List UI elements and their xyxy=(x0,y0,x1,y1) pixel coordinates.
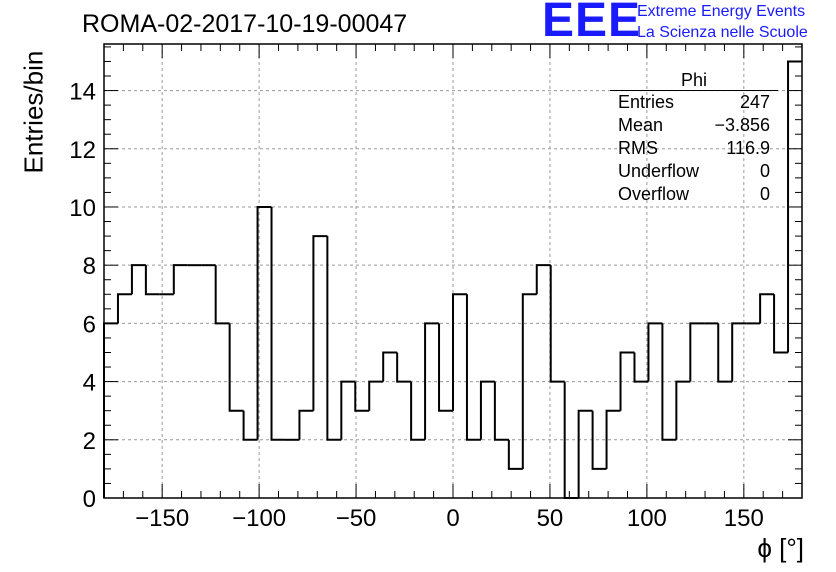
stats-row-mean: Mean −3.856 xyxy=(610,114,778,137)
histogram-bin xyxy=(731,322,747,382)
logo-line-2: La Scienza nelle Scuole xyxy=(637,24,808,41)
histogram-bin xyxy=(521,293,537,469)
chart-title: ROMA-02-2017-10-19-00047 xyxy=(82,10,408,38)
stats-label: Underflow xyxy=(618,161,700,181)
histogram-bin xyxy=(424,322,440,440)
histogram-bin xyxy=(493,381,509,441)
axis-layer: −150 −100 −50 0 50 100 150 0 2 4 6 8 10 12 14 xyxy=(69,43,803,532)
histogram-bin xyxy=(326,236,342,441)
stats-row-entries: Entries 247 xyxy=(610,91,778,114)
histogram-bin xyxy=(591,410,607,470)
histogram-bin xyxy=(438,323,453,412)
histogram-bin xyxy=(270,206,286,441)
histogram-bin xyxy=(507,439,523,470)
histogram-bin xyxy=(172,264,188,295)
histogram-bin xyxy=(242,410,258,441)
stats-row-overflow: Overflow 0 xyxy=(610,183,778,206)
stats-title: Phi xyxy=(610,70,778,91)
y-tick-label: 4 xyxy=(83,370,96,397)
y-tick-label: 2 xyxy=(83,428,96,455)
histogram-bin xyxy=(535,264,551,295)
histogram-bin xyxy=(619,351,635,411)
x-tick-label: 150 xyxy=(724,505,764,532)
stats-value: 116.9 xyxy=(726,138,770,158)
y-tick-label: 14 xyxy=(69,79,96,106)
x-axis-label: ϕ [°] xyxy=(757,533,804,563)
histogram-bin xyxy=(605,409,621,469)
histogram-bin xyxy=(549,265,565,383)
stats-label: Overflow xyxy=(618,184,690,204)
histogram-bin xyxy=(661,323,677,441)
stats-value: 0 xyxy=(759,161,770,181)
y-tick-label: 0 xyxy=(83,486,96,513)
histogram-bin xyxy=(410,381,426,441)
histogram-bin xyxy=(144,265,160,296)
stats-box: Phi Entries 247 Mean −3.856 RMS 116.9 Un… xyxy=(610,70,778,206)
stats-value: 0 xyxy=(759,184,770,204)
histogram-bin xyxy=(577,409,593,498)
stats-value: −3.856 xyxy=(714,115,770,135)
histogram-bin xyxy=(368,380,384,411)
histogram-bin xyxy=(228,323,244,412)
stats-label: RMS xyxy=(618,138,658,158)
histogram-bin xyxy=(773,294,789,354)
histogram-bin xyxy=(479,380,495,440)
histogram-bin xyxy=(256,205,272,440)
histogram-bin xyxy=(214,265,230,325)
histogram-bin xyxy=(675,380,691,440)
y-tick-label: 6 xyxy=(83,311,96,338)
x-tick-label: −100 xyxy=(232,505,286,532)
histogram-bin xyxy=(116,293,132,324)
eee-logo: EEE xyxy=(542,0,642,47)
y-tick-label: 10 xyxy=(69,195,96,222)
x-tick-label: 50 xyxy=(537,505,564,532)
histogram-bin xyxy=(298,409,314,440)
histogram-bin xyxy=(633,352,649,383)
histogram-bin xyxy=(354,381,370,412)
histogram-layer xyxy=(103,60,802,499)
histogram-bin xyxy=(396,352,412,383)
y-tick-label: 8 xyxy=(83,253,96,280)
stats-value: 247 xyxy=(739,92,770,112)
x-tick-label: −150 xyxy=(135,505,189,532)
x-tick-label: 0 xyxy=(446,505,459,532)
y-tick-label: 12 xyxy=(69,137,96,164)
histogram-bin xyxy=(312,235,328,411)
stats-row-rms: RMS 116.9 xyxy=(610,137,778,160)
histogram-bin xyxy=(647,322,663,382)
stats-row-underflow: Underflow 0 xyxy=(610,160,778,183)
histogram-bin xyxy=(689,322,705,382)
x-tick-label: 100 xyxy=(627,505,667,532)
histogram-bin xyxy=(452,293,467,411)
histogram-bin xyxy=(465,294,481,441)
stats-label: Mean xyxy=(618,115,664,135)
histogram-bin xyxy=(382,351,398,382)
stats-label: Entries xyxy=(618,92,675,112)
histogram-bin xyxy=(130,264,146,295)
x-tick-label: −50 xyxy=(336,505,377,532)
histogram-bin xyxy=(759,293,775,324)
histogram-bin xyxy=(340,380,356,440)
logo-line-1: Extreme Energy Events xyxy=(637,3,806,20)
histogram-bin xyxy=(717,323,733,383)
